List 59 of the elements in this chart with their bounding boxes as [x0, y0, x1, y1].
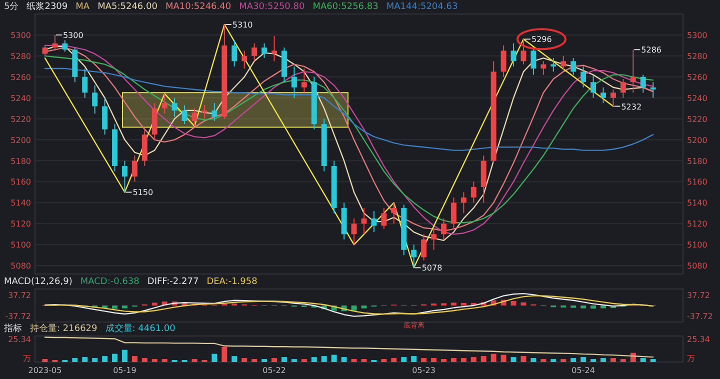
- text: MA144:5204.63: [386, 2, 458, 12]
- text: 万: [23, 354, 31, 363]
- text: 5分: [4, 1, 19, 12]
- annotation: 5150: [132, 188, 154, 198]
- y-tick-label: -37.72: [5, 312, 31, 322]
- y2-tick-label: 5280: [687, 52, 708, 61]
- y2-tick-label: 5100: [687, 240, 708, 250]
- x-tick-label: 2023-05: [28, 366, 62, 375]
- y2-tick-label: 5220: [687, 114, 708, 124]
- y2-tick-label: -37.72: [687, 312, 713, 322]
- y2-tick-label: 5300: [687, 30, 708, 40]
- y2-tick-label: 5120: [687, 220, 708, 229]
- y2-tick-label: 37.72: [687, 290, 710, 300]
- x-tick-label: 05-19: [113, 366, 136, 375]
- x-tick-label: 05-24: [572, 366, 595, 375]
- series-label: MACD:-0.638: [80, 277, 140, 287]
- y-tick-label: 5220: [10, 114, 31, 124]
- y2-tick-label: 5200: [687, 136, 708, 145]
- text: MA30:5250.80: [239, 2, 305, 12]
- chart-title: 指标: [3, 323, 22, 334]
- y-tick-label: 5140: [10, 198, 31, 208]
- y-tick-label: 37.72: [8, 290, 31, 300]
- y2-tick-label: 5260: [687, 72, 708, 82]
- text: MA5:5246.00: [98, 2, 158, 12]
- y-tick-label: 5100: [10, 240, 31, 250]
- text: 25.34: [8, 335, 31, 344]
- text: 25.34: [687, 335, 710, 344]
- y-tick-label: 5300: [10, 30, 31, 40]
- y-tick-label: 5240: [10, 94, 31, 103]
- annotation: 5232: [621, 102, 642, 112]
- y2-tick-label: 5080: [687, 262, 708, 271]
- y2-tick-label: 5240: [687, 94, 708, 103]
- y-tick-label: 5260: [10, 72, 31, 82]
- y-tick-label: 5180: [10, 156, 31, 166]
- y-tick-label: 5280: [10, 52, 31, 61]
- annotation: 5310: [232, 20, 253, 30]
- text: MA10:5246.40: [165, 2, 232, 12]
- annotation: 5078: [422, 264, 442, 273]
- y-tick-label: 5080: [10, 262, 31, 271]
- text: 万: [687, 354, 695, 363]
- annotation: 5296: [531, 35, 552, 44]
- series-label: 持仓量: 216629: [30, 323, 98, 334]
- x-tick-label: 05-22: [262, 366, 286, 375]
- text: MA60:5256.83: [312, 2, 378, 12]
- annotation: 5300: [62, 30, 84, 40]
- y2-tick-label: 5160: [687, 178, 708, 187]
- text: 成交量: 4461.00: [105, 323, 176, 334]
- y2-tick-label: 5180: [687, 156, 708, 166]
- chart-subtitle: MA: [76, 2, 90, 12]
- series-label: DIFF:-2.277: [147, 277, 199, 287]
- y-tick-label: 5160: [10, 178, 31, 187]
- series-label: DEA:-1.958: [206, 277, 258, 287]
- x-tick-label: 05-23: [412, 366, 436, 375]
- chart-title: MACD(12,26,9): [4, 277, 72, 287]
- annotation: 5286: [641, 46, 662, 55]
- y2-tick-label: 5140: [687, 198, 708, 208]
- y-tick-label: 5200: [10, 136, 31, 145]
- y-tick-label: 5120: [10, 220, 31, 229]
- chart-title: 纸浆2309: [26, 1, 68, 12]
